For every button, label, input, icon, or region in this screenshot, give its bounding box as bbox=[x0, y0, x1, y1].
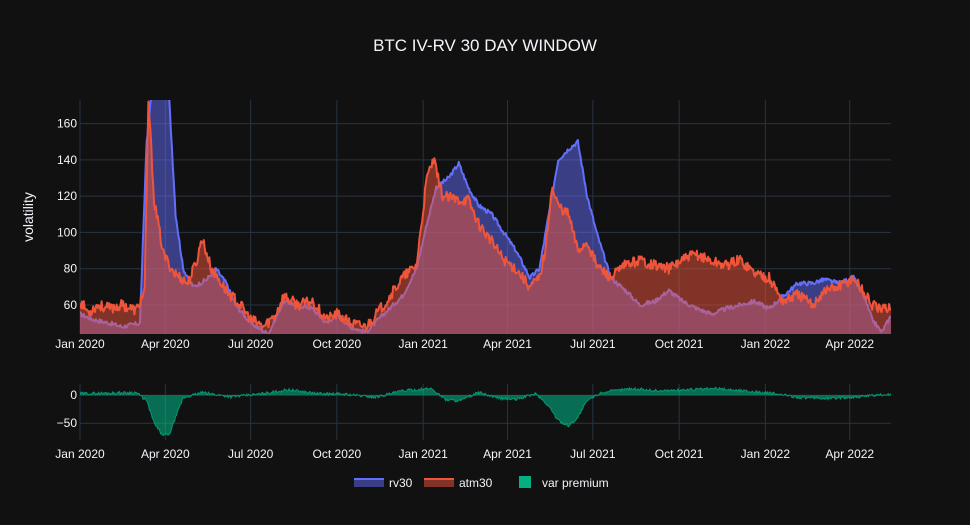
bottom-x-tick-label: Jan 2020 bbox=[55, 447, 105, 461]
top-x-tick-label: Oct 2021 bbox=[655, 337, 704, 351]
legend-label: var premium bbox=[542, 476, 609, 490]
legend-swatch bbox=[519, 476, 531, 488]
legend-item-var-premium[interactable]: var premium bbox=[519, 476, 609, 490]
bottom-x-tick-label: Apr 2022 bbox=[825, 447, 874, 461]
bottom-x-tick-label: Apr 2021 bbox=[483, 447, 532, 461]
chart-legend[interactable]: rv30 atm30 var premium bbox=[354, 476, 609, 490]
top-y-tick-label: 60 bbox=[64, 298, 78, 312]
top-x-tick-label: Jan 2022 bbox=[741, 337, 791, 351]
bottom-panel-x-ticks: Jan 2020 Apr 2020 Jul 2020 Oct 2020 Jan 2021… bbox=[55, 447, 874, 461]
rv30-area bbox=[80, 100, 891, 334]
top-x-tick-label: Jul 2020 bbox=[228, 337, 274, 351]
bottom-x-tick-label: Jul 2020 bbox=[228, 447, 274, 461]
top-y-tick-label: 140 bbox=[57, 153, 77, 167]
top-x-tick-label: Oct 2020 bbox=[313, 337, 362, 351]
top-y-tick-label: 100 bbox=[57, 225, 77, 239]
var-premium-area bbox=[80, 387, 891, 436]
chart-title: BTC IV-RV 30 DAY WINDOW bbox=[373, 36, 597, 55]
top-x-tick-label: Apr 2021 bbox=[483, 337, 532, 351]
top-y-tick-label: 120 bbox=[57, 189, 77, 203]
bottom-panel-plot[interactable] bbox=[80, 386, 891, 437]
bottom-x-tick-label: Apr 2020 bbox=[141, 447, 190, 461]
atm30-area bbox=[80, 101, 891, 334]
top-series-group bbox=[80, 100, 891, 334]
top-x-tick-label: Apr 2022 bbox=[825, 337, 874, 351]
top-y-tick-label: 80 bbox=[64, 262, 78, 276]
top-panel-plot[interactable] bbox=[80, 85, 891, 336]
top-x-tick-label: Jan 2021 bbox=[398, 337, 448, 351]
bottom-series-group bbox=[80, 386, 891, 437]
atm30-line bbox=[80, 100, 891, 332]
bottom-panel-y-ticks: 0 −50 bbox=[57, 388, 78, 430]
top-x-tick-label: Apr 2020 bbox=[141, 337, 190, 351]
bottom-x-tick-label: Jan 2021 bbox=[398, 447, 448, 461]
legend-item-atm30[interactable]: atm30 bbox=[424, 476, 493, 490]
legend-swatch bbox=[424, 479, 454, 487]
y-axis-title: volatility bbox=[20, 192, 36, 242]
legend-swatch bbox=[354, 479, 384, 487]
top-y-tick-label: 160 bbox=[57, 117, 77, 131]
var-premium-line bbox=[80, 386, 891, 437]
top-panel-y-ticks: 60 80 100 120 140 160 bbox=[57, 117, 77, 312]
bottom-x-tick-label: Jul 2021 bbox=[570, 447, 616, 461]
bottom-x-tick-label: Jan 2022 bbox=[741, 447, 791, 461]
bottom-x-tick-label: Oct 2021 bbox=[655, 447, 704, 461]
bottom-y-tick-label: −50 bbox=[57, 416, 78, 430]
legend-item-rv30[interactable]: rv30 bbox=[354, 476, 413, 490]
top-x-tick-label: Jan 2020 bbox=[55, 337, 105, 351]
legend-label: atm30 bbox=[459, 476, 493, 490]
legend-label: rv30 bbox=[389, 476, 413, 490]
top-x-tick-label: Jul 2021 bbox=[570, 337, 616, 351]
top-panel-x-ticks: Jan 2020 Apr 2020 Jul 2020 Oct 2020 Jan 2021… bbox=[55, 337, 874, 351]
bottom-x-tick-label: Oct 2020 bbox=[313, 447, 362, 461]
bottom-y-tick-label: 0 bbox=[70, 388, 77, 402]
